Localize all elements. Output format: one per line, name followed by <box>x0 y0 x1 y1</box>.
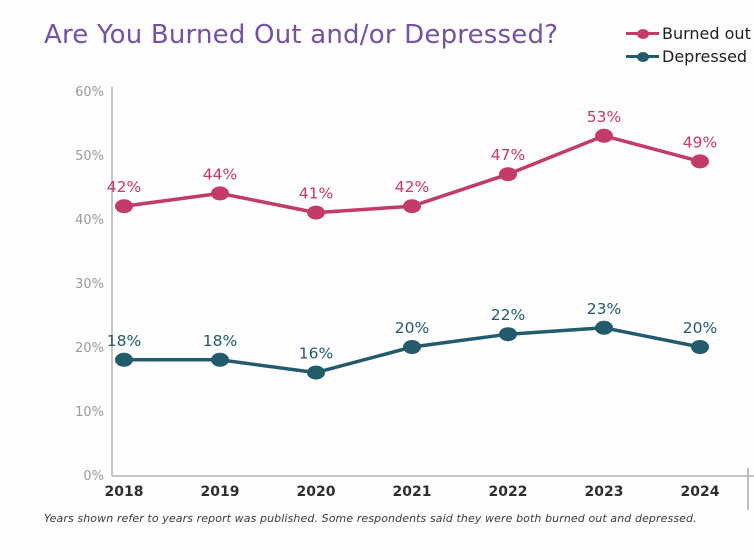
data-point-burned-out <box>307 205 325 220</box>
line-dot-icon <box>626 27 659 41</box>
data-point-depressed <box>403 340 421 354</box>
x-tick-label: 2020 <box>297 484 336 500</box>
data-label-depressed: 18% <box>107 332 141 350</box>
data-label-depressed: 20% <box>683 319 717 337</box>
data-label-burned-out: 42% <box>107 178 141 196</box>
data-point-depressed <box>595 320 613 335</box>
y-tick-label: 20% <box>75 341 104 356</box>
y-tick-label: 0% <box>83 469 104 484</box>
data-point-burned-out <box>115 199 133 214</box>
y-tick-label: 30% <box>75 277 104 292</box>
line-dot-icon <box>626 50 659 64</box>
data-label-burned-out: 42% <box>395 178 429 196</box>
data-label-depressed: 16% <box>299 345 333 363</box>
data-label-depressed: 22% <box>491 306 525 324</box>
data-point-depressed <box>499 327 517 342</box>
legend-label-depressed: Depressed <box>662 47 748 66</box>
footnote: Years shown refer to years report was pu… <box>44 512 697 525</box>
chart-title: Are You Burned Out and/or Depressed? <box>44 20 559 50</box>
data-label-depressed: 23% <box>587 300 621 318</box>
x-tick-label: 2024 <box>681 484 720 500</box>
x-tick-label: 2019 <box>201 484 240 500</box>
data-point-depressed <box>211 352 229 367</box>
data-label-depressed: 18% <box>203 332 237 350</box>
data-point-burned-out <box>595 128 613 143</box>
data-label-burned-out: 53% <box>587 108 621 126</box>
data-point-depressed <box>115 352 133 367</box>
data-point-burned-out <box>403 199 421 214</box>
data-label-burned-out: 49% <box>683 133 717 151</box>
data-point-depressed <box>691 340 709 354</box>
data-label-burned-out: 47% <box>491 146 525 164</box>
y-tick-label: 60% <box>75 85 104 100</box>
data-label-burned-out: 44% <box>203 165 237 183</box>
x-tick-label: 2018 <box>105 484 144 500</box>
y-tick-label: 50% <box>75 149 104 164</box>
x-tick-label: 2021 <box>393 484 432 500</box>
data-point-burned-out <box>211 186 229 201</box>
data-point-depressed <box>307 365 325 380</box>
cropped-element-edge <box>747 468 749 510</box>
legend-label-burned-out: Burned out <box>662 24 751 43</box>
legend-item-burned-out: Burned out <box>626 22 754 45</box>
data-point-burned-out <box>499 167 517 182</box>
data-point-burned-out <box>691 154 709 169</box>
data-label-burned-out: 41% <box>299 185 333 203</box>
legend: Burned out Depressed <box>626 22 754 68</box>
x-tick-label: 2022 <box>489 484 528 500</box>
legend-item-depressed: Depressed <box>626 45 754 68</box>
y-tick-label: 40% <box>75 213 104 228</box>
x-tick-label: 2023 <box>585 484 624 500</box>
y-tick-label: 10% <box>75 405 104 420</box>
data-label-depressed: 20% <box>395 319 429 337</box>
